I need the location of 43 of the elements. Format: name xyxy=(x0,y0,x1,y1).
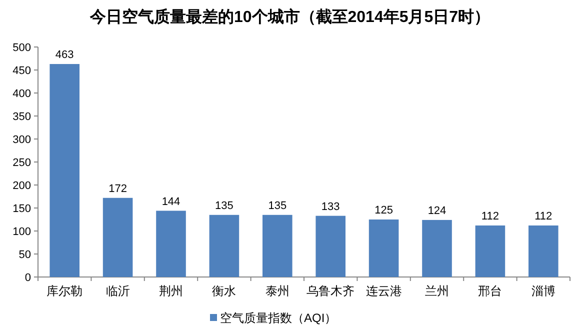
bar xyxy=(422,220,452,277)
y-tick-label: 300 xyxy=(12,134,31,146)
y-tick-label: 200 xyxy=(12,180,31,192)
x-tick-label: 荆州 xyxy=(159,284,183,298)
y-tick-label: 400 xyxy=(12,88,31,100)
data-label: 144 xyxy=(162,196,180,208)
x-tick-label: 临沂 xyxy=(106,284,130,298)
data-label: 172 xyxy=(108,182,127,195)
data-label: 112 xyxy=(534,210,552,222)
chart-title: 今日空气质量最差的10个城市（截至2014年5月5日7时） xyxy=(88,8,490,26)
bar xyxy=(209,214,240,277)
data-label: 112 xyxy=(481,210,499,222)
y-tick-label: 0 xyxy=(24,272,31,284)
legend-label: 空气质量指数（AQI） xyxy=(220,311,337,325)
x-tick-label: 乌鲁木齐 xyxy=(306,284,355,298)
data-label: 124 xyxy=(428,204,446,217)
bar xyxy=(316,216,346,277)
x-tick-label: 泰州 xyxy=(265,284,290,298)
y-tick-label: 50 xyxy=(18,249,31,261)
data-label: 463 xyxy=(55,49,74,62)
bar xyxy=(156,210,186,277)
data-label: 133 xyxy=(321,200,340,213)
y-tick-label: 500 xyxy=(12,42,31,54)
x-tick-label: 库尔勒 xyxy=(46,284,83,298)
bar xyxy=(475,225,506,277)
y-tick-label: 150 xyxy=(12,203,31,215)
x-tick-label: 淄博 xyxy=(531,284,556,298)
data-label: 135 xyxy=(268,200,287,212)
data-label: 125 xyxy=(374,204,393,216)
data-label: 135 xyxy=(215,200,234,212)
bar xyxy=(50,64,80,277)
bar xyxy=(262,214,292,277)
y-tick-label: 100 xyxy=(12,226,31,238)
y-tick-label: 350 xyxy=(12,111,31,123)
bar xyxy=(528,225,558,277)
x-tick-label: 连云港 xyxy=(366,284,402,298)
x-tick-label: 衡水 xyxy=(212,284,236,298)
bar xyxy=(102,198,133,277)
y-tick-label: 250 xyxy=(12,157,31,169)
bar xyxy=(368,220,399,277)
x-tick-label: 兰州 xyxy=(425,284,449,298)
y-tick-label: 450 xyxy=(12,65,31,77)
x-tick-label: 邢台 xyxy=(478,284,502,298)
